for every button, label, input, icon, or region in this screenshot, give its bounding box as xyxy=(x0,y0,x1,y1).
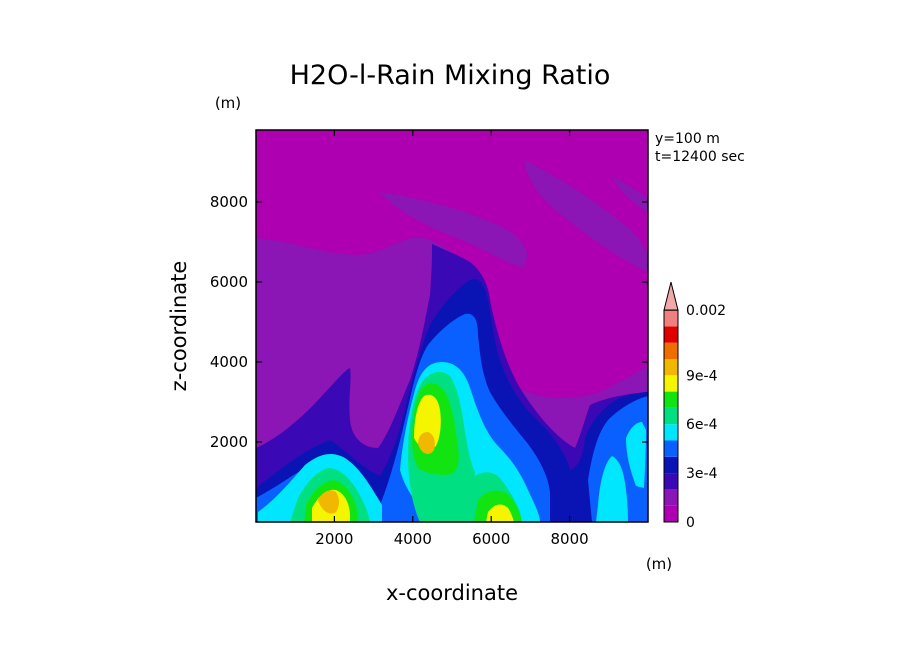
y-tick-label: 4000 xyxy=(210,353,248,371)
x-unit-label: (m) xyxy=(646,555,672,573)
contour-field xyxy=(256,130,648,522)
x-tick-label: 2000 xyxy=(315,530,353,548)
contour-region-level-8 xyxy=(486,504,514,522)
x-tick-label: 4000 xyxy=(394,530,432,548)
colorbar-overflow-triangle xyxy=(663,281,679,311)
colorbar-swatch-level-12 xyxy=(664,310,678,327)
colorbar-label: 6e-4 xyxy=(686,417,718,433)
colorbar-swatch-level-4 xyxy=(664,440,678,457)
annotation-time: t=12400 sec xyxy=(655,149,745,165)
x-tick-label: 8000 xyxy=(551,530,589,548)
colorbar-swatch-level-10 xyxy=(664,342,678,359)
contour-region-level-9 xyxy=(318,490,339,514)
chart-title: H2O-l-Rain Mixing Ratio xyxy=(290,60,611,91)
y-axis-ticks: 2000 4000 6000 8000 xyxy=(210,193,648,451)
contour-region-level-9 xyxy=(418,432,435,454)
y-axis-title: z-coordinate xyxy=(167,261,191,392)
colorbar-swatch-level-5 xyxy=(664,424,678,441)
colorbar-swatch-level-1 xyxy=(664,489,678,506)
colorbar-swatch-level-3 xyxy=(664,456,678,474)
colorbar-label: 0.002 xyxy=(686,303,726,319)
plot-frame xyxy=(255,129,649,523)
contour-region-level-5 xyxy=(596,456,628,522)
colorbar-swatch-level-0 xyxy=(664,505,678,522)
colorbar-swatch-level-6 xyxy=(664,407,678,425)
colorbar-swatch-level-8 xyxy=(664,375,678,392)
colorbar-swatch-level-11 xyxy=(664,326,678,343)
y-tick-label: 8000 xyxy=(210,193,248,211)
colorbar-label: 0 xyxy=(686,515,695,531)
contour-region-level-1 xyxy=(612,176,648,212)
y-tick-label: 2000 xyxy=(210,433,248,451)
x-tick-label: 6000 xyxy=(472,530,510,548)
colorbar: 0 3e-4 6e-4 9e-4 0.002 xyxy=(663,281,726,531)
colorbar-label: 9e-4 xyxy=(686,368,718,384)
contour-region-level-5 xyxy=(626,422,646,488)
y-unit-label: (m) xyxy=(215,94,241,112)
x-axis-ticks: 2000 4000 6000 8000 xyxy=(315,130,589,548)
annotation-y-position: y=100 m xyxy=(655,131,720,147)
colorbar-frame xyxy=(663,309,679,523)
y-tick-label: 6000 xyxy=(210,273,248,291)
colorbar-label: 3e-4 xyxy=(686,466,718,482)
colorbar-swatch-level-2 xyxy=(664,473,678,490)
colorbar-swatch-level-7 xyxy=(664,391,678,408)
colorbar-swatch-level-9 xyxy=(664,359,678,376)
x-axis-title: x-coordinate xyxy=(386,581,518,605)
contour-region-level-1 xyxy=(524,160,648,272)
contour-region-level-1 xyxy=(380,192,527,268)
